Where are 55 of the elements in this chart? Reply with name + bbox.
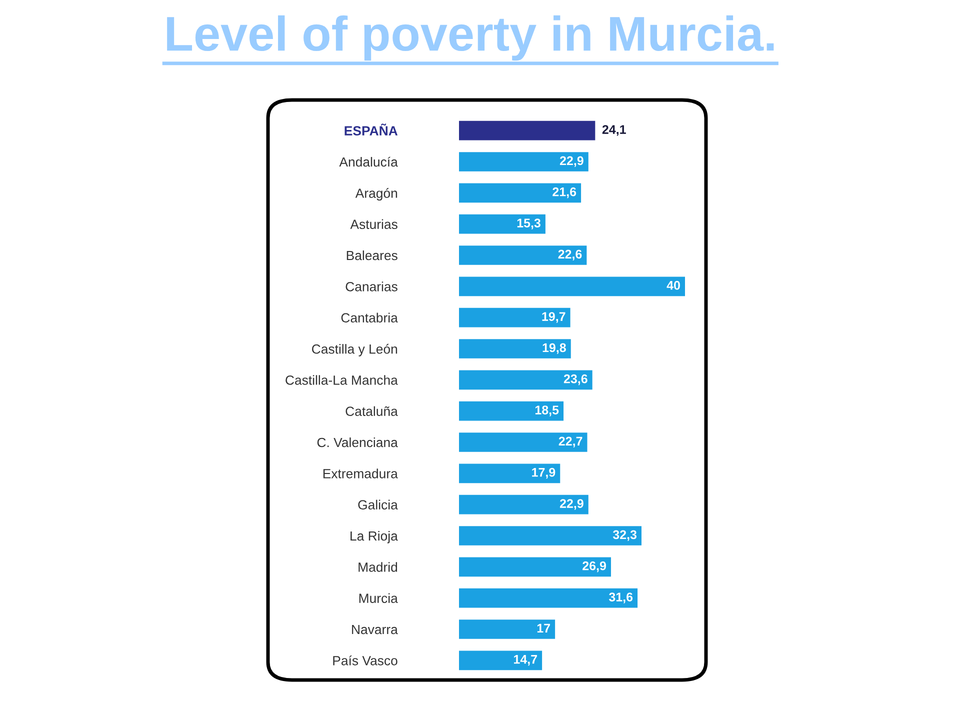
bar: [459, 557, 611, 577]
y-tick-label: Asturias: [350, 219, 398, 229]
data-label: 15,3: [517, 218, 540, 230]
bar: [459, 494, 588, 514]
bar: [459, 464, 560, 484]
y-tick-label: La Rioja: [350, 530, 398, 544]
y-tick-label: Aragón: [355, 188, 398, 201]
bar: [459, 526, 642, 546]
y-tick-label: Baleares: [346, 250, 398, 260]
bar: [459, 183, 582, 203]
y-tick-label: Extremadura: [323, 468, 398, 478]
bar: [459, 152, 588, 172]
bar: [459, 588, 638, 608]
bar: [459, 432, 588, 452]
bar: [459, 276, 685, 296]
y-tick-label: Murcia: [359, 593, 398, 603]
y-tick-label: C. Valenciana: [317, 437, 398, 448]
y-tick-label: Navarra: [352, 624, 398, 634]
y-tick-label: Castilla y León: [312, 344, 398, 356]
bar: [459, 339, 571, 358]
y-tick-label: Galicia: [358, 500, 398, 510]
y-tick-label: Canarias: [346, 282, 398, 292]
data-label: 22,6: [558, 250, 582, 260]
data-label: 14,7: [514, 655, 537, 666]
data-label: 22,9: [560, 499, 584, 510]
y-tick-label: ESPAÑA: [344, 124, 398, 136]
data-label: 32,3: [612, 530, 637, 541]
chart-title: Level of poverty in Murcia.: [167, 15, 774, 61]
y-tick-label: Cantabria: [341, 312, 398, 322]
data-label: 24,1: [602, 125, 626, 136]
data-label: 31,6: [608, 592, 633, 604]
data-label: 17: [537, 624, 550, 632]
y-tick-label: Madrid: [358, 562, 398, 572]
data-label: 19,8: [542, 343, 566, 354]
data-label: 26,9: [582, 561, 606, 572]
data-label: 17,9: [532, 468, 556, 479]
data-label: 22,9: [560, 156, 584, 167]
data-label: 18,5: [535, 406, 559, 416]
bar: [459, 308, 570, 328]
data-label: 23,6: [564, 374, 588, 386]
data-label: 19,7: [542, 312, 566, 323]
y-tick-label: Cataluña: [346, 406, 398, 416]
y-tick-label: Castilla-La Mancha: [286, 375, 398, 385]
y-tick-label: País Vasco: [333, 655, 398, 666]
bar: [459, 120, 596, 140]
bar: [459, 650, 542, 670]
data-label: 40: [666, 280, 680, 290]
bar: [459, 246, 587, 265]
data-label: 21,6: [552, 187, 576, 198]
bar: [459, 214, 546, 234]
bar: [459, 620, 556, 639]
y-tick-label: Andalucía: [339, 156, 398, 167]
data-label: 22,7: [558, 436, 582, 448]
bar: [459, 370, 592, 390]
bar: [459, 401, 564, 421]
